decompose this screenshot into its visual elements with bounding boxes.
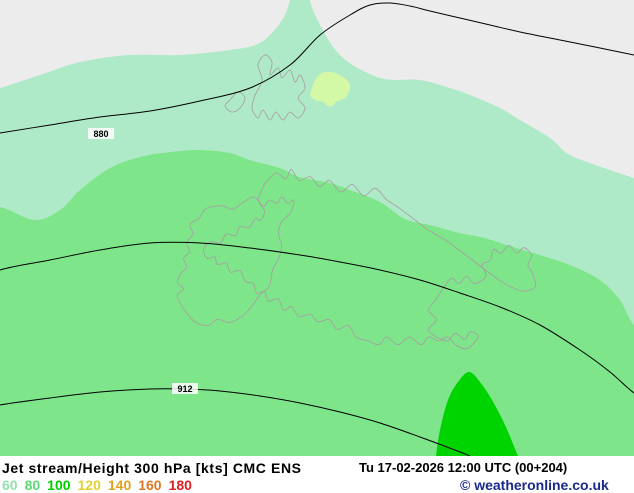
- svg-text:912: 912: [177, 384, 192, 394]
- svg-text:880: 880: [93, 129, 108, 139]
